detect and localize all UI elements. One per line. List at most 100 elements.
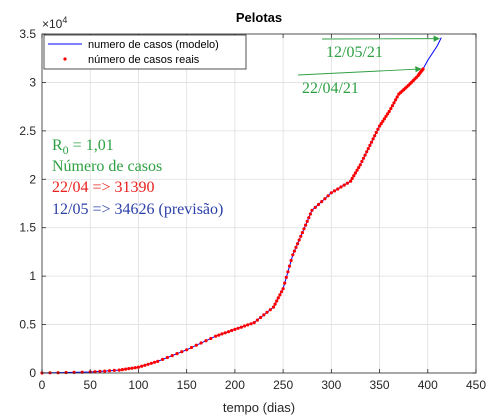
real-data-point — [149, 361, 153, 365]
real-data-point — [386, 112, 390, 116]
real-data-point — [271, 305, 276, 309]
real-data-point — [313, 205, 317, 209]
real-data-point — [246, 323, 250, 327]
real-data-point — [230, 328, 234, 333]
real-data-point — [273, 302, 277, 306]
real-data-point — [249, 322, 253, 326]
real-data-point — [357, 165, 361, 170]
x-tick-label: 0 — [39, 378, 46, 392]
real-data-point — [276, 296, 280, 300]
real-data-point — [156, 359, 160, 363]
real-data-point — [217, 333, 221, 337]
real-data-point — [204, 339, 208, 343]
real-data-point — [226, 330, 231, 334]
annotation-r0: R0 = 1,01 — [52, 137, 114, 157]
legend-label-real: número de casos reais — [88, 54, 200, 66]
real-data-point — [366, 147, 370, 151]
real-data-point — [374, 130, 378, 135]
real-data-point — [394, 98, 398, 102]
real-data-point — [300, 231, 304, 235]
real-data-point — [392, 101, 396, 105]
legend-box — [43, 34, 247, 70]
real-data-point — [275, 299, 279, 303]
real-data-point — [72, 370, 76, 374]
real-data-point — [236, 326, 240, 330]
legend-point-swatch — [63, 57, 67, 61]
real-data-point — [310, 208, 314, 212]
real-data-point — [286, 270, 290, 274]
real-data-point — [332, 189, 337, 193]
real-data-point — [239, 325, 243, 329]
real-data-point — [353, 171, 357, 175]
real-data-point — [342, 183, 346, 187]
x-tick-label: 400 — [418, 378, 438, 392]
y-exponent-base: ×10 — [42, 17, 63, 31]
real-data-point — [112, 368, 116, 372]
real-data-point — [242, 324, 247, 328]
x-tick-label: 450 — [466, 378, 486, 392]
y-tick-label: 3 — [29, 75, 36, 89]
plot-frame — [41, 33, 477, 374]
x-tick-label: 250 — [273, 378, 293, 392]
real-data-point — [124, 367, 128, 371]
real-data-point — [143, 363, 147, 367]
y-tick-label: 1 — [29, 269, 36, 283]
real-data-point — [390, 104, 394, 108]
real-data-point — [252, 321, 256, 325]
real-data-point — [358, 163, 362, 167]
annotation-date-2: 22/04/21 — [302, 80, 359, 97]
real-data-point — [350, 176, 354, 181]
real-data-point — [262, 313, 266, 317]
real-data-point — [381, 119, 385, 123]
real-data-point — [387, 109, 391, 114]
real-data-point — [345, 181, 349, 185]
real-data-point — [336, 187, 340, 191]
real-data-point — [93, 370, 97, 374]
real-data-point — [339, 185, 343, 189]
real-data-point — [296, 242, 300, 246]
real-data-point — [194, 343, 198, 347]
real-data-point — [284, 275, 288, 279]
x-tick-label: 300 — [321, 378, 341, 392]
real-data-point — [308, 212, 312, 216]
real-data-point — [352, 174, 356, 178]
real-data-point — [369, 140, 374, 144]
real-data-point — [289, 258, 293, 263]
r0-subscript: 0 — [63, 143, 69, 157]
grid — [42, 34, 476, 373]
y-exponent-power: 4 — [62, 15, 67, 25]
x-tick-label: 200 — [225, 378, 245, 392]
real-data-point — [146, 362, 150, 366]
real-data-point — [268, 308, 272, 312]
real-data-point — [180, 350, 184, 354]
axis-ticks: 0 50 100 150 200 250 300 350 400 450 0 0.5 1 1.5 2 2.5 3… — [19, 27, 486, 392]
y-tick-label: 0 — [29, 366, 36, 380]
real-data-point — [307, 216, 311, 220]
real-data-point — [365, 150, 369, 154]
real-data-point — [326, 194, 330, 198]
real-data-point — [107, 369, 112, 373]
real-data-point — [220, 332, 224, 336]
real-data-point — [175, 352, 179, 356]
real-data-point — [133, 366, 137, 370]
real-data-point — [233, 327, 237, 331]
real-data-point — [127, 367, 131, 371]
x-axis-title: tempo (dias) — [223, 400, 295, 415]
real-data-point — [278, 293, 282, 297]
real-data-point — [368, 143, 372, 147]
real-data-point — [349, 179, 353, 183]
annotation-line-4: 12/05 => 34626 (previsão) — [52, 201, 223, 218]
annotation-arrows — [297, 35, 440, 76]
real-data-point — [297, 238, 301, 242]
legend-label-model: numero de casos (modelo) — [88, 39, 219, 51]
real-data-point — [320, 200, 324, 204]
x-tick-label: 350 — [370, 378, 390, 392]
r0-value: = 1,01 — [69, 137, 114, 154]
real-data-point — [265, 310, 269, 314]
annotation-line-2: Número de casos — [52, 158, 162, 175]
legend: numero de casos (modelo) número de casos… — [43, 34, 247, 70]
real-data-point — [130, 366, 134, 370]
real-data-point — [355, 168, 359, 172]
real-data-point — [302, 227, 306, 231]
